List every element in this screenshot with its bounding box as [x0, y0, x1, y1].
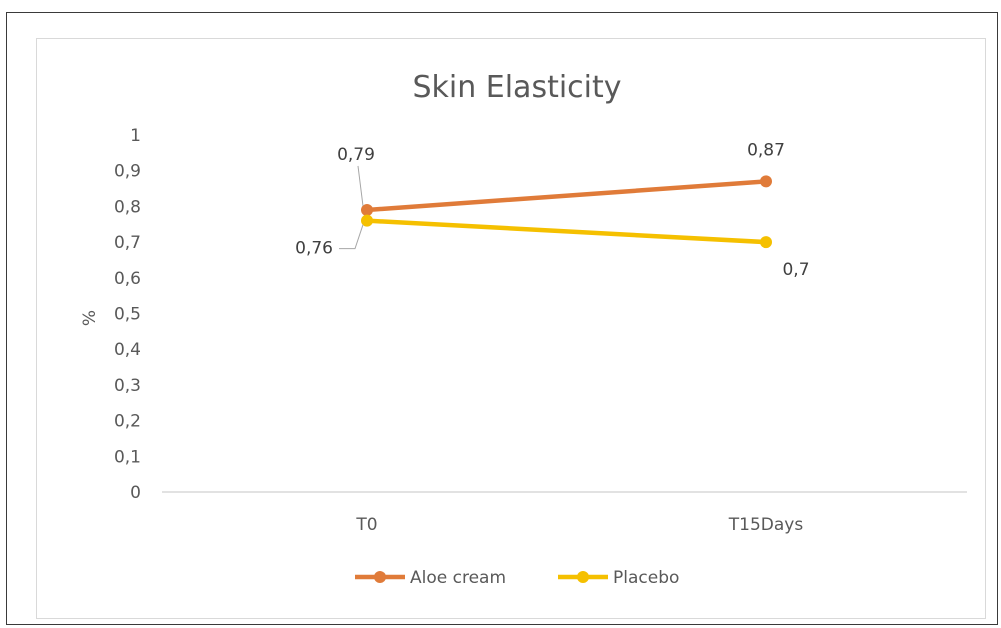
data-point — [361, 214, 373, 227]
y-tick-label: 0,9 — [114, 162, 141, 182]
y-tick-label: 0,4 — [114, 340, 141, 360]
chart-title: Skin Elasticity — [412, 70, 621, 105]
x-tick-label: T0 — [355, 515, 377, 535]
data-label: 0,87 — [747, 140, 785, 160]
y-axis-title: % — [80, 310, 100, 326]
y-tick-label: 0,5 — [114, 305, 141, 325]
chart-area — [36, 38, 986, 619]
y-tick-label: 0,1 — [114, 447, 141, 467]
y-tick-label: 0,7 — [114, 233, 141, 253]
legend-label: Aloe cream — [410, 568, 506, 588]
leader-line — [339, 224, 364, 250]
x-tick-labels: T0 T15Days — [355, 515, 803, 535]
y-tick-label: 0,2 — [114, 412, 141, 432]
series-line — [364, 179, 769, 213]
data-label: 0,79 — [337, 145, 375, 165]
legend-label: Placebo — [613, 568, 679, 588]
y-tick-label: 0,6 — [114, 269, 141, 289]
legend-swatch-marker — [577, 571, 589, 583]
data-label: 0,76 — [295, 239, 333, 259]
y-tick-label: 0,8 — [114, 197, 141, 217]
y-tick-label: 0 — [130, 483, 141, 503]
data-labels: 0,79 0,87 0,76 0,7 — [295, 140, 809, 280]
data-point — [760, 175, 772, 188]
data-point — [361, 203, 373, 216]
x-tick-label: T15Days — [728, 515, 804, 535]
y-tick-label: 1 — [130, 126, 141, 146]
y-tick-labels: 0 0,1 0,2 0,3 0,4 0,5 0,6 0,7 0,8 0,9 1 — [114, 126, 141, 503]
series-layer — [361, 175, 772, 249]
data-point — [760, 236, 772, 249]
leader-line — [357, 165, 364, 207]
legend: Aloe cream Placebo — [355, 568, 679, 588]
data-label: 0,7 — [782, 260, 809, 280]
series-line — [364, 218, 769, 245]
legend-swatch-marker — [374, 571, 386, 583]
y-tick-label: 0,3 — [114, 376, 141, 396]
